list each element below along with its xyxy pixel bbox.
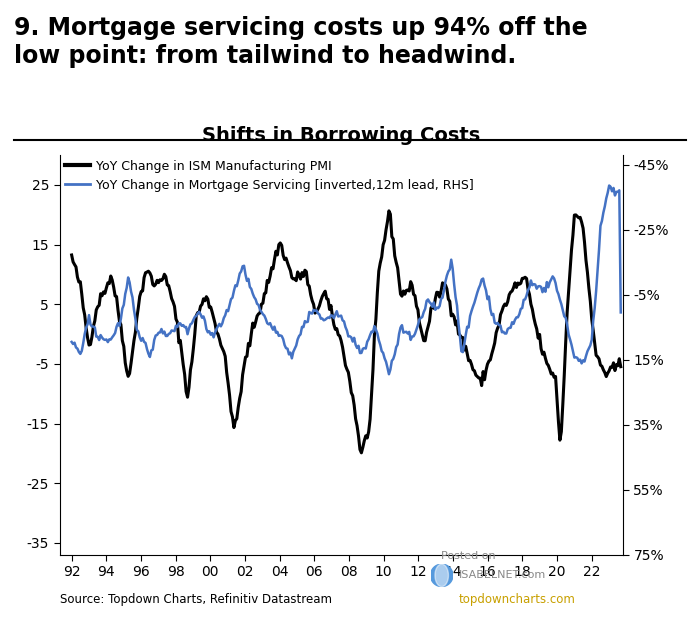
Title: Shifts in Borrowing Costs: Shifts in Borrowing Costs [202,126,480,145]
Text: Posted on: Posted on [441,551,496,561]
Legend: YoY Change in ISM Manufacturing PMI, YoY Change in Mortgage Servicing [inverted,: YoY Change in ISM Manufacturing PMI, YoY… [60,155,479,197]
Text: Source: Topdown Charts, Refinitiv Datastream: Source: Topdown Charts, Refinitiv Datast… [60,593,332,606]
Text: topdowncharts.com: topdowncharts.com [458,593,575,606]
Polygon shape [435,564,449,587]
Polygon shape [430,564,453,587]
Text: 9. Mortgage servicing costs up 94% off the
low point: from tailwind to headwind.: 9. Mortgage servicing costs up 94% off t… [14,16,587,68]
Text: ISABELNET.com: ISABELNET.com [458,570,546,580]
